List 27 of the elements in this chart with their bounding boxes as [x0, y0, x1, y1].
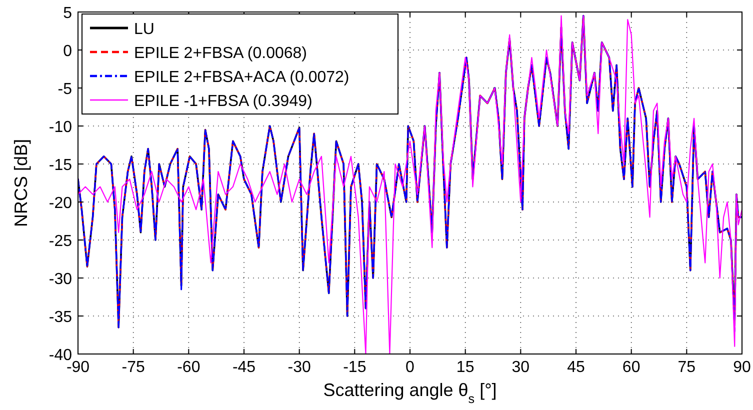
x-tick-label: -45: [232, 359, 256, 376]
y-axis-title: NRCS [dB]: [11, 138, 31, 228]
legend-label: LU: [134, 21, 154, 38]
y-tick-label: -25: [48, 233, 72, 250]
x-tick-label: -75: [122, 359, 145, 376]
y-tick-label: 0: [63, 43, 72, 60]
x-tick-label: 30: [512, 359, 530, 376]
x-axis-title: Scattering angle θ$_{s}$ [°]: [323, 380, 497, 406]
x-tick-label: 60: [622, 359, 640, 376]
legend-label: EPILE -1+FBSA (0.3949): [134, 93, 312, 110]
y-tick-label: 5: [63, 5, 72, 22]
x-tick-label: 15: [456, 359, 474, 376]
x-tick-label: 0: [406, 359, 415, 376]
y-tick-label: -15: [48, 157, 72, 174]
x-tick-label: 90: [733, 359, 751, 376]
legend-label: EPILE 2+FBSA (0.0068): [134, 45, 307, 62]
y-tick-label: -35: [48, 309, 72, 326]
y-tick-label: -30: [48, 271, 72, 288]
x-tick-label: -15: [343, 359, 366, 376]
x-tick-label: 75: [678, 359, 696, 376]
y-tick-label: -20: [48, 195, 72, 212]
x-tick-label: -30: [288, 359, 311, 376]
x-tick-label: 45: [567, 359, 585, 376]
y-tick-label: -5: [58, 81, 72, 98]
y-tick-label: -10: [48, 119, 72, 136]
legend-label: EPILE 2+FBSA+ACA (0.0072): [134, 69, 350, 86]
x-tick-label: -60: [177, 359, 200, 376]
